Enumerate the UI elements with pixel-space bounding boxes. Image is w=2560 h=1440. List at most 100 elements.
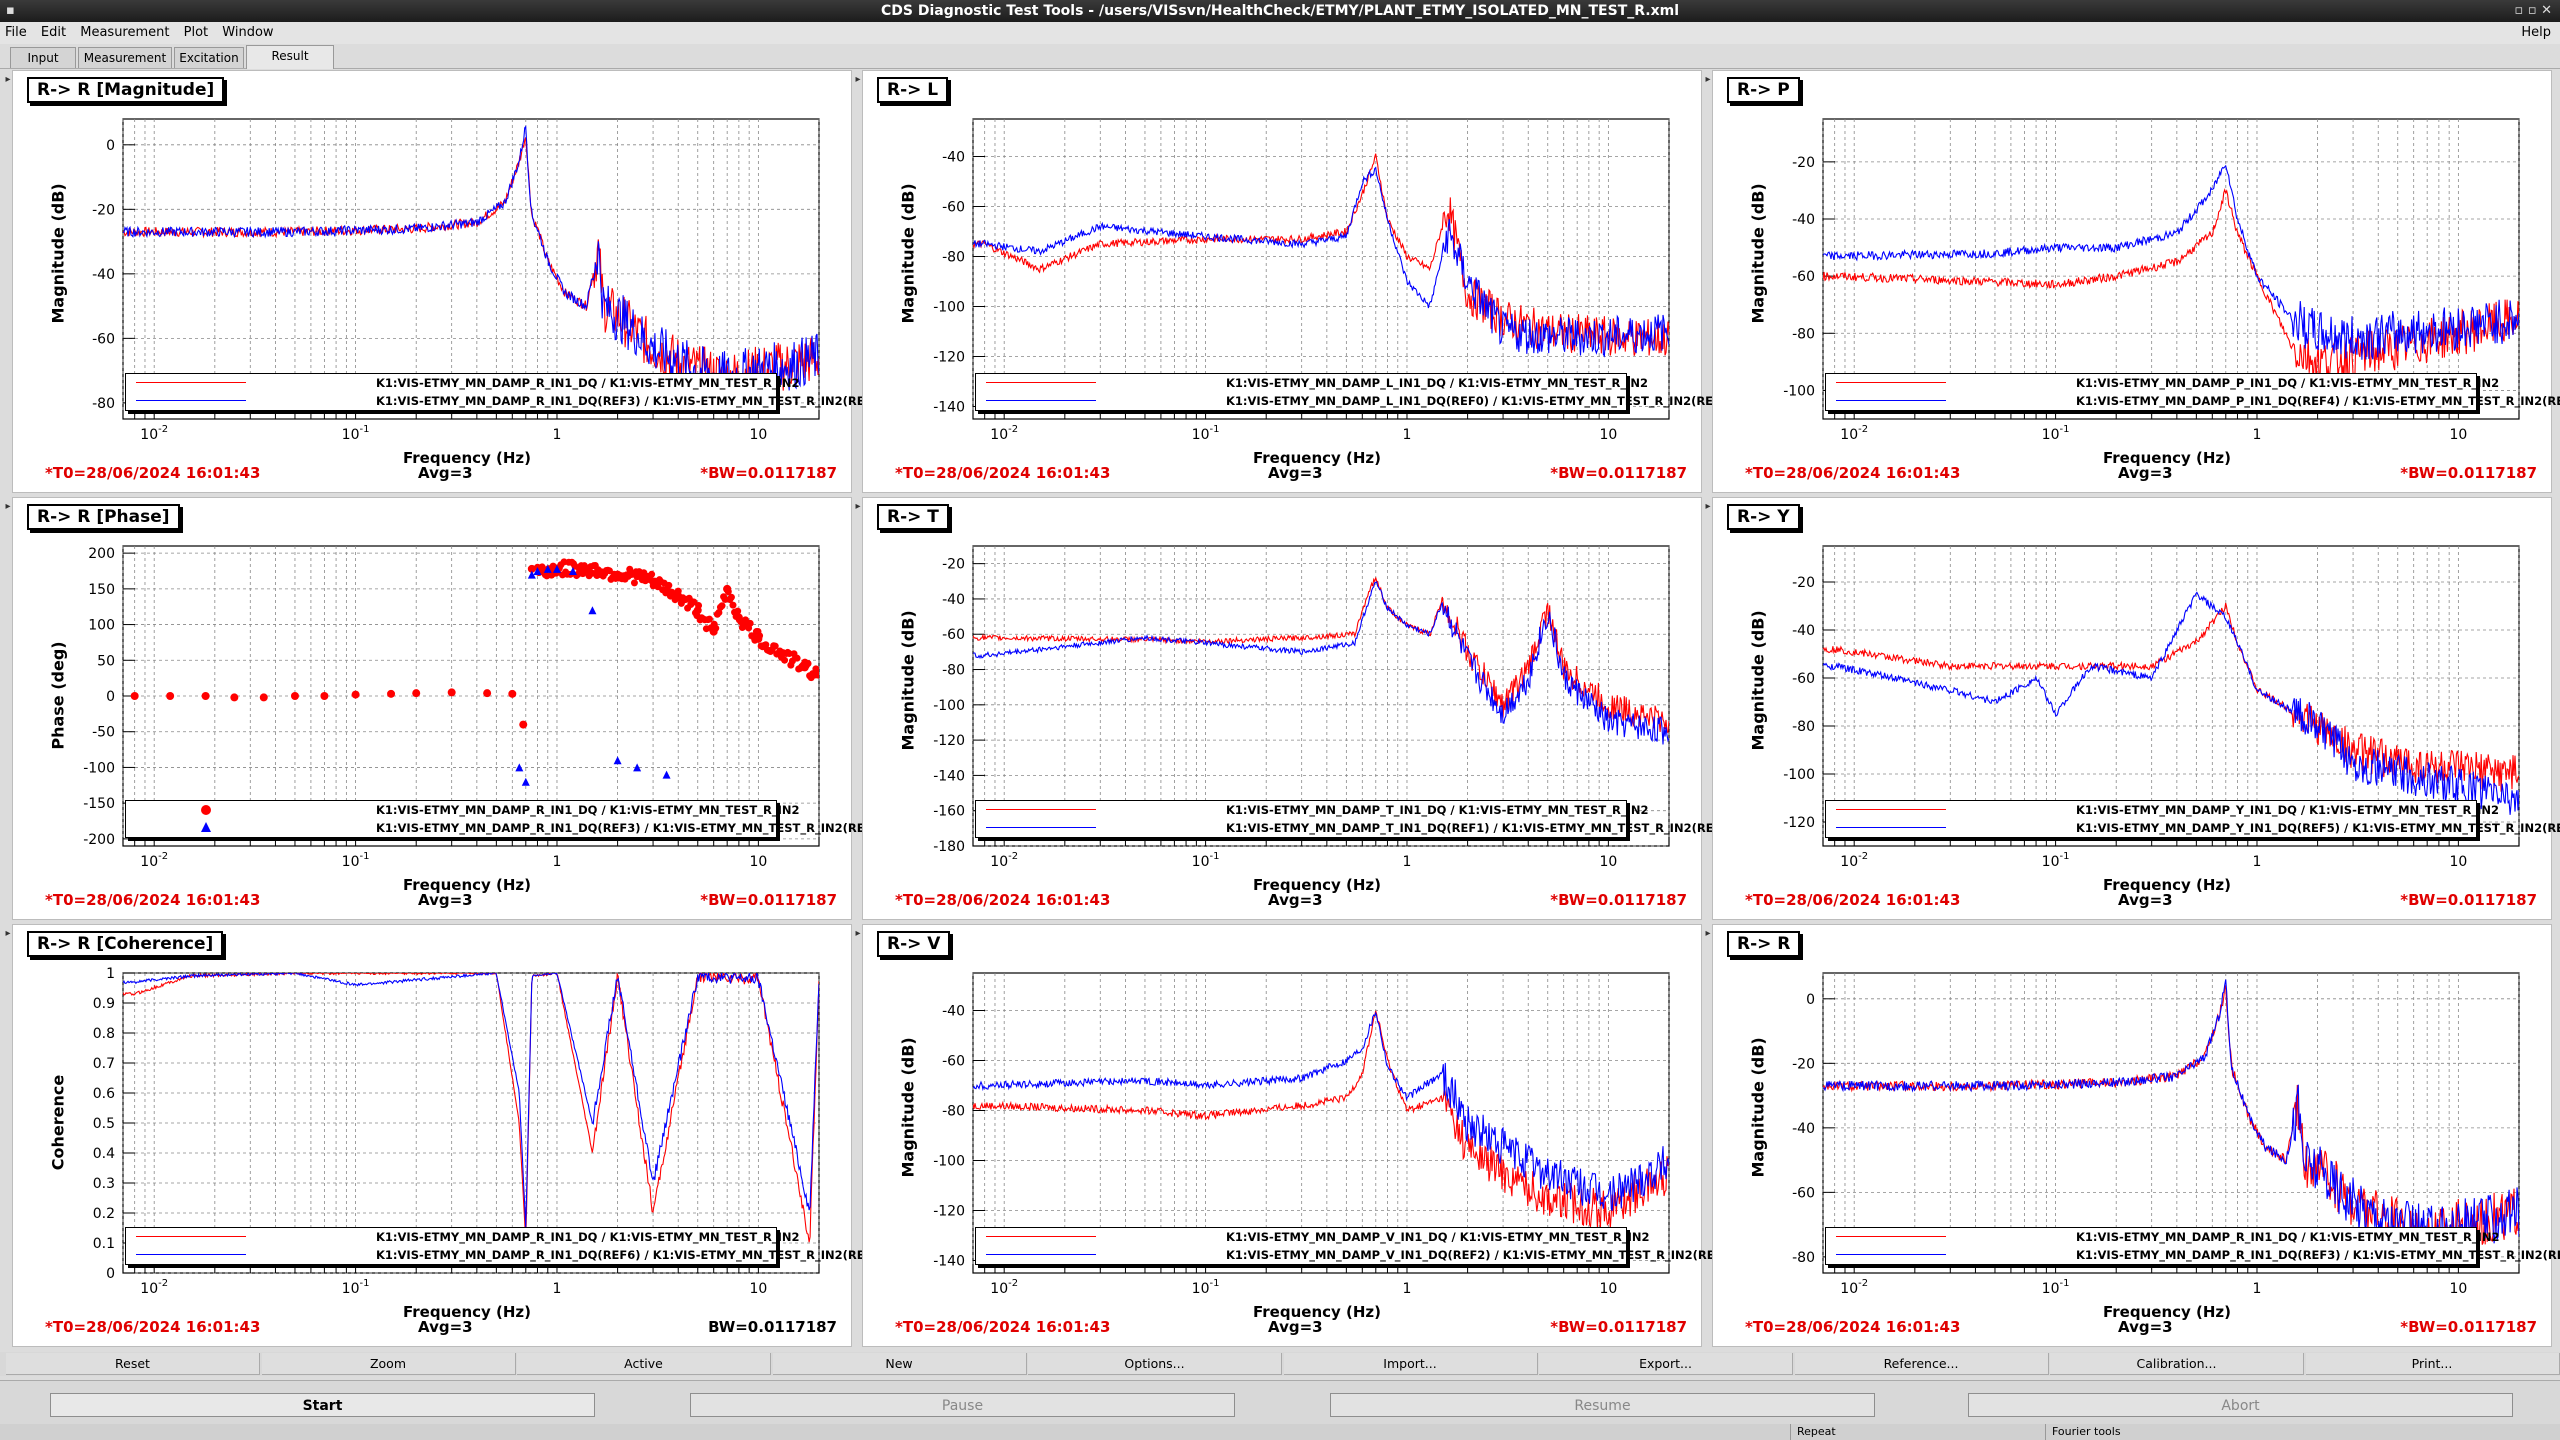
phase-marker-circle [447, 688, 456, 697]
window-title: CDS Diagnostic Test Tools - /users/VISsv… [880, 3, 1680, 19]
plot-panel-rr[interactable]: 0 -20 -40 -60 -80 10-2 10-1 1 10 R-> R Magnitude (… [1712, 924, 2560, 1347]
zoom-button[interactable]: Zoom [261, 1353, 516, 1375]
phase-marker-circle [727, 593, 735, 601]
y-tick-label: 0 [106, 1266, 115, 1282]
plot-panel-rp[interactable]: -20 -40 -60 -80 -100 10-2 10-1 1 10 R-> P Magnitud… [1712, 70, 2560, 493]
phase-marker-circle [724, 588, 732, 596]
phase-marker-triangle [588, 606, 597, 615]
print-button[interactable]: Print... [2305, 1353, 2560, 1375]
grid-lines [972, 546, 1670, 847]
legend-entry: K1:VIS-ETMY_MN_DAMP_Y_IN1_DQ / K1:VIS-ET… [1826, 801, 2499, 819]
tab-measurement[interactable]: Measurement [78, 47, 172, 68]
y-tick-label: 0.5 [93, 1116, 115, 1132]
y-tick-label: 150 [88, 582, 115, 598]
new-button[interactable]: New [772, 1353, 1027, 1375]
phase-marker-circle [718, 602, 726, 610]
x-axis-label: Frequency (Hz) [2103, 449, 2232, 467]
tab-input[interactable]: Input [10, 47, 76, 68]
phase-marker-circle [729, 601, 737, 609]
x-tick-label: 1 [2253, 1281, 2262, 1297]
tab-excitation[interactable]: Excitation [174, 47, 244, 68]
x-tick-label: 10-2 [990, 851, 1018, 870]
phase-marker-triangle [662, 770, 671, 779]
menu-file[interactable]: File [5, 25, 27, 40]
phase-marker-circle [793, 654, 801, 662]
x-tick-label: 10 [2449, 854, 2467, 870]
y-tick-label: -20 [1792, 575, 1815, 591]
import-button[interactable]: Import... [1283, 1353, 1538, 1375]
phase-marker-circle [508, 689, 517, 698]
plot-canvas: -40 -60 -80 -100 -120 -140 10-2 10-1 1 10 [933, 972, 1670, 1297]
plot-panel-rr-magnitude[interactable]: 0 -20 -40 -60 -80 10-2 10-1 1 10 R-> R [Magnitude… [12, 70, 886, 493]
pad-select-icon[interactable]: ▸ [5, 928, 11, 939]
bandwidth-value: *BW=0.0117187 [1550, 464, 1687, 482]
y-tick-label: -120 [933, 1204, 965, 1220]
menu-plot[interactable]: Plot [183, 25, 209, 40]
pad-select-icon[interactable]: ▸ [855, 74, 861, 85]
window-controls-icon[interactable]: ▫ ▫ ✕ [2514, 3, 2552, 18]
phase-marker-circle [259, 693, 268, 702]
options-button[interactable]: Options... [1028, 1353, 1282, 1375]
legend-entry: K1:VIS-ETMY_MN_DAMP_R_IN1_DQ(REF3) / K1:… [1826, 1246, 2560, 1264]
y-tick-label: 1 [106, 966, 115, 982]
reference-button[interactable]: Reference... [1794, 1353, 2049, 1375]
plot-title: R-> T [877, 504, 949, 530]
x-tick-label: 10-1 [1192, 851, 1220, 870]
plot-title: R-> R [1727, 931, 1801, 957]
plot-panel-rv[interactable]: -40 -60 -80 -100 -120 -140 10-2 10-1 1 10 R-> V Mag… [862, 924, 1736, 1347]
series-line-blue [123, 125, 819, 398]
pad-select-icon[interactable]: ▸ [5, 74, 11, 85]
menu-help[interactable]: Help [2521, 25, 2551, 40]
plot-panel-rt[interactable]: -20 -40 -60 -80 -100 -120 -140 -160 -180 10-2 10-1… [862, 497, 1735, 920]
plot-panel-rr-phase[interactable]: 200 150 100 50 0 -50 -100 -150 -200 10-2 10-1 1 10 R-… [12, 497, 886, 920]
y-tick-label: -40 [942, 150, 965, 166]
pad-select-icon[interactable]: ▸ [1705, 74, 1711, 85]
y-tick-label: -40 [1792, 1121, 1815, 1137]
y-axis-label: Magnitude (dB) [48, 183, 68, 324]
series-line-red [973, 1010, 1669, 1229]
phase-marker-circle [166, 692, 175, 700]
x-tick-label: 10-1 [2042, 1278, 2070, 1297]
x-axis-label: Frequency (Hz) [403, 876, 532, 894]
average-count: Avg=3 [2118, 891, 2173, 909]
pad-select-icon[interactable]: ▸ [1705, 928, 1711, 939]
abort-button[interactable]: Abort [1968, 1393, 2513, 1417]
y-tick-label: -60 [92, 331, 115, 347]
plot-panel-rr-coherence[interactable]: 1 0.9 0.8 0.7 0.6 0.5 0.4 0.3 0.2 0.1 0 10-2 10-1 1 10… [12, 924, 886, 1347]
legend-entry: K1:VIS-ETMY_MN_DAMP_L_IN1_DQ(REF0) / K1:… [976, 392, 1734, 410]
plot-canvas: 200 150 100 50 0 -50 -100 -150 -200 10-2 10-1 1 10 [83, 545, 820, 870]
phase-marker-circle [201, 692, 210, 700]
pad-select-icon[interactable]: ▸ [5, 501, 11, 512]
y-tick-label: 0.4 [93, 1146, 115, 1162]
export-button[interactable]: Export... [1539, 1353, 1793, 1375]
y-tick-label: 200 [88, 546, 115, 562]
phase-marker-circle [290, 692, 299, 700]
x-tick-label: 10-1 [1192, 1278, 1220, 1297]
bandwidth-value: *BW=0.0117187 [1550, 1318, 1687, 1336]
phase-marker-triangle [568, 567, 577, 575]
resume-button[interactable]: Resume [1330, 1393, 1875, 1417]
y-tick-label: -20 [92, 202, 115, 218]
legend-entry: K1:VIS-ETMY_MN_DAMP_R_IN1_DQ / K1:VIS-ET… [126, 801, 800, 819]
menu-window[interactable]: Window [222, 25, 274, 40]
reset-button[interactable]: Reset [6, 1353, 260, 1375]
plot-panel-rl[interactable]: -40 -60 -80 -100 -120 -140 10-2 10-1 1 10 R-> L Mag… [862, 70, 1734, 493]
calibration-button[interactable]: Calibration... [2050, 1353, 2304, 1375]
pad-select-icon[interactable]: ▸ [855, 501, 861, 512]
legend-entry: K1:VIS-ETMY_MN_DAMP_R_IN1_DQ(REF3) / K1:… [126, 392, 886, 410]
start-button[interactable]: Start [50, 1393, 595, 1417]
pad-select-icon[interactable]: ▸ [1705, 501, 1711, 512]
legend-blue-line [1836, 827, 1946, 828]
plot-panel-ry[interactable]: -20 -40 -60 -80 -100 -120 10-2 10-1 1 10 R-> Y Magn… [1712, 497, 2560, 920]
active-button[interactable]: Active [517, 1353, 771, 1375]
window-menu-icon[interactable]: ▪ [6, 3, 15, 18]
pad-select-icon[interactable]: ▸ [855, 928, 861, 939]
legend-label: K1:VIS-ETMY_MN_DAMP_V_IN1_DQ(REF2) / K1:… [1226, 1248, 1736, 1262]
pause-button[interactable]: Pause [690, 1393, 1235, 1417]
x-tick-label: 10-2 [140, 1278, 168, 1297]
menu-measurement[interactable]: Measurement [80, 25, 170, 40]
legend-entry: K1:VIS-ETMY_MN_DAMP_R_IN1_DQ / K1:VIS-ET… [1826, 1228, 2500, 1246]
tab-result[interactable]: Result [246, 45, 334, 69]
menu-edit[interactable]: Edit [40, 25, 67, 40]
legend-label: K1:VIS-ETMY_MN_DAMP_R_IN1_DQ(REF3) / K1:… [376, 821, 886, 835]
